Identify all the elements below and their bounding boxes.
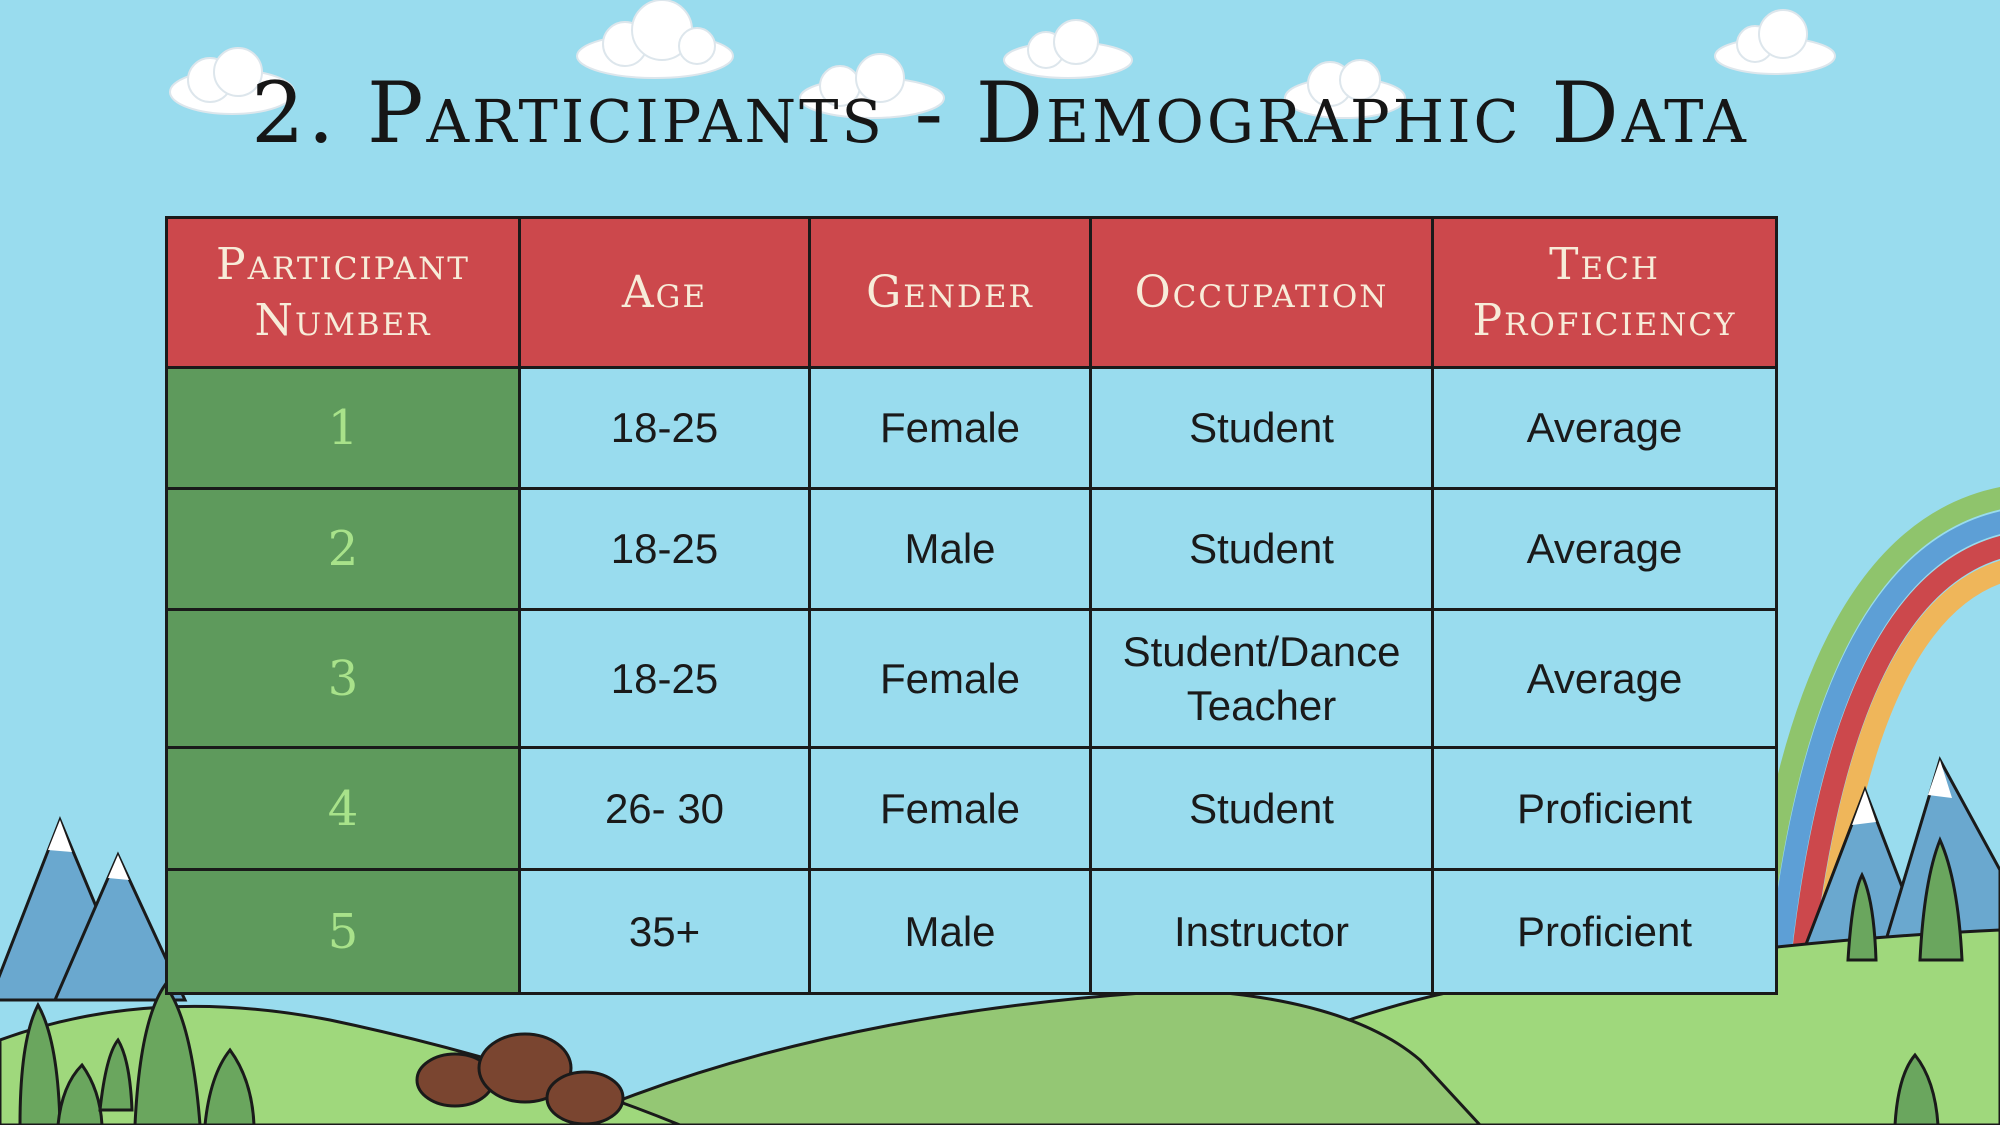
occupation-cell: Student — [1089, 366, 1434, 490]
participant-number-cell: 5 — [165, 868, 521, 995]
header-tech-proficiency: Tech Proficiency — [1431, 216, 1778, 369]
participant-number-cell: 1 — [165, 366, 521, 490]
cloud-icon — [169, 47, 295, 115]
age-cell: 18-25 — [518, 366, 811, 490]
header-age: Age — [518, 216, 811, 369]
tech-proficiency-cell: Average — [1431, 366, 1778, 490]
cloud-icon — [1284, 59, 1406, 119]
cloud-icon — [1714, 9, 1836, 75]
occupation-cell: Instructor — [1089, 868, 1434, 995]
age-cell: 18-25 — [518, 487, 811, 611]
gender-cell: Male — [808, 487, 1092, 611]
gender-cell: Male — [808, 868, 1092, 995]
participant-number-cell: 3 — [165, 608, 521, 749]
tree-icon — [1846, 836, 1964, 1125]
tech-proficiency-cell: Proficient — [1431, 868, 1778, 995]
occupation-cell: Student/Dance Teacher — [1089, 608, 1434, 749]
participant-number-cell: 4 — [165, 746, 521, 871]
tech-proficiency-cell: Average — [1431, 487, 1778, 611]
tree-icon — [18, 982, 256, 1125]
mountain-icon — [0, 815, 188, 1002]
gender-cell: Female — [808, 608, 1092, 749]
tech-proficiency-cell: Proficient — [1431, 746, 1778, 871]
occupation-cell: Student — [1089, 487, 1434, 611]
cloud-icon — [1003, 19, 1133, 79]
gender-cell: Female — [808, 746, 1092, 871]
slide-title: 2. Participants - Demographic Data — [251, 64, 1749, 162]
header-occupation: Occupation — [1089, 216, 1434, 369]
table-row: 5 35+ Male Instructor Proficient — [165, 868, 1778, 995]
table-row: 3 18-25 Female Student/Dance Teacher Ave… — [165, 608, 1778, 749]
rock-icon — [415, 1032, 625, 1125]
cloud-icon — [576, 0, 734, 79]
occupation-cell: Student — [1089, 746, 1434, 871]
participant-number-cell: 2 — [165, 487, 521, 611]
age-cell: 35+ — [518, 868, 811, 995]
age-cell: 18-25 — [518, 608, 811, 749]
table-row: 2 18-25 Male Student Average — [165, 487, 1778, 611]
tech-proficiency-cell: Average — [1431, 608, 1778, 749]
header-participant-number: Participant Number — [165, 216, 521, 369]
header-gender: Gender — [808, 216, 1092, 369]
gender-cell: Female — [808, 366, 1092, 490]
demographic-table: Participant Number Age Gender Occupation… — [165, 216, 1778, 995]
table-header-row: Participant Number Age Gender Occupation… — [165, 216, 1778, 369]
table-row: 1 18-25 Female Student Average — [165, 366, 1778, 490]
hill-icon — [559, 988, 1483, 1125]
age-cell: 26- 30 — [518, 746, 811, 871]
table-row: 4 26- 30 Female Student Proficient — [165, 746, 1778, 871]
cloud-icon — [799, 53, 945, 119]
